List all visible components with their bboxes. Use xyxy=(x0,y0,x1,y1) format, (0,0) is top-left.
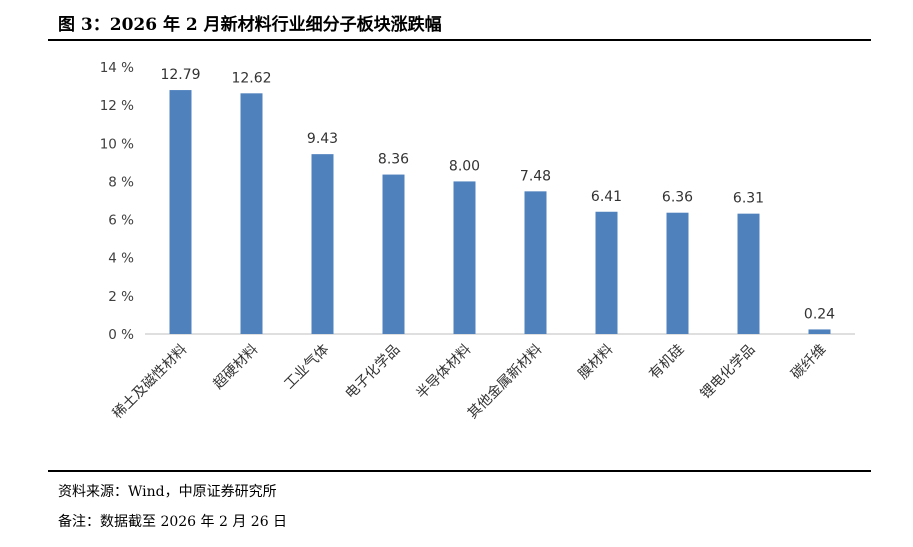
bar xyxy=(169,90,192,334)
source-note: 资料来源：Wind，中原证券研究所 xyxy=(58,484,277,500)
data-label: 0.24 xyxy=(804,306,835,322)
category-label: 超硬材料 xyxy=(210,342,261,393)
y-tick-label: 14 % xyxy=(100,60,134,76)
bar xyxy=(524,191,547,334)
category-label: 其他金属新材料 xyxy=(465,342,546,423)
category-label: 膜材料 xyxy=(575,342,616,383)
data-label: 12.62 xyxy=(231,70,271,86)
bar xyxy=(666,212,689,334)
category-label: 工业气体 xyxy=(281,342,332,393)
bars xyxy=(169,90,831,334)
bottom-rule xyxy=(48,470,871,472)
y-tick-label: 4 % xyxy=(108,251,134,267)
data-label: 6.36 xyxy=(662,190,693,206)
category-label: 半导体材料 xyxy=(414,342,475,403)
bar xyxy=(808,329,831,334)
category-label: 电子化学品 xyxy=(343,342,404,403)
data-label: 7.48 xyxy=(520,168,551,184)
category-label: 锂电化学品 xyxy=(698,342,759,403)
y-tick-label: 8 % xyxy=(108,174,134,190)
bar xyxy=(737,213,760,334)
chart-title: 图 3：2026 年 2 月新材料行业细分子板块涨跌幅 xyxy=(58,15,442,35)
data-date-note: 备注：数据截至 2026 年 2 月 26 日 xyxy=(58,514,288,530)
data-label: 9.43 xyxy=(307,131,338,147)
y-tick-label: 6 % xyxy=(108,213,134,229)
bar xyxy=(453,181,476,334)
bar xyxy=(311,154,334,334)
y-tick-label: 2 % xyxy=(108,289,134,305)
y-tick-label: 12 % xyxy=(100,98,134,114)
category-label: 稀土及磁性材料 xyxy=(110,342,191,423)
y-tick-label: 0 % xyxy=(108,327,134,343)
data-label: 8.00 xyxy=(449,158,480,174)
data-label: 6.31 xyxy=(733,191,764,207)
data-label: 8.36 xyxy=(378,152,409,168)
category-label: 有机硅 xyxy=(646,342,687,383)
data-labels: 12.79 12.62 9.43 8.36 8.00 7.48 6.41 6.36 6.31 0.… xyxy=(160,67,835,322)
y-axis: 0 % 2 % 4 % 6 % 8 % 10 % 12 % 14 % xyxy=(100,60,134,343)
top-rule xyxy=(48,39,871,41)
data-label: 6.41 xyxy=(591,189,622,205)
bar xyxy=(240,93,263,334)
category-label: 碳纤维 xyxy=(788,342,829,383)
bar xyxy=(382,174,405,334)
data-label: 12.79 xyxy=(160,67,200,83)
y-tick-label: 10 % xyxy=(100,136,134,152)
bar xyxy=(595,211,618,334)
